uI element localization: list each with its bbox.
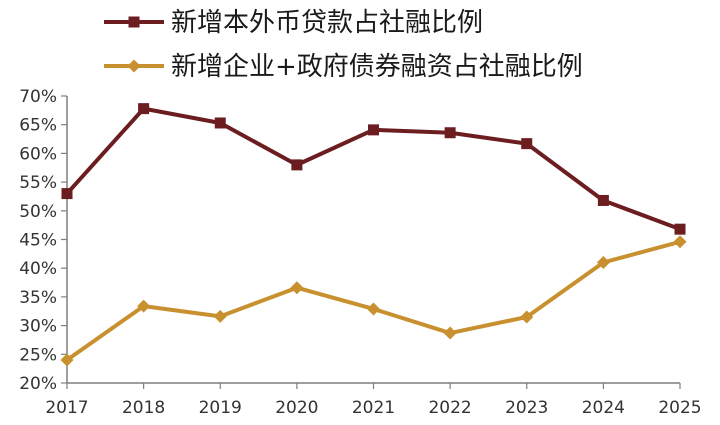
data-point (520, 310, 534, 324)
data-point (60, 353, 74, 367)
y-tick-label: 60% (19, 144, 57, 164)
data-point (521, 138, 533, 150)
data-point (443, 326, 457, 340)
x-tick-label: 2017 (45, 398, 88, 418)
data-point (673, 235, 687, 249)
data-point (444, 127, 456, 139)
y-tick-label: 40% (19, 259, 57, 279)
x-tick-label: 2022 (428, 398, 471, 418)
data-point (367, 302, 380, 316)
legend-label-2: 新增企业+政府债券融资占社融比例 (171, 52, 583, 82)
y-tick-label: 25% (19, 345, 57, 365)
data-point (596, 255, 610, 269)
x-tick-label: 2020 (275, 398, 318, 418)
series-line-2 (65, 239, 682, 363)
y-tick-label: 20% (19, 374, 57, 394)
data-point (597, 194, 609, 206)
data-point (137, 299, 151, 313)
y-tick-label: 65% (19, 116, 57, 136)
x-tick-label: 2021 (352, 398, 395, 418)
data-point (138, 103, 150, 115)
y-tick-label: 35% (19, 288, 57, 308)
legend-marker-1 (128, 16, 140, 28)
series-layer (60, 103, 687, 367)
data-point (290, 281, 304, 295)
y-tick-label: 45% (19, 231, 57, 251)
data-point (61, 188, 73, 200)
y-tick-label: 55% (19, 173, 57, 193)
legend-marker-2 (127, 59, 141, 73)
y-tick-label: 50% (19, 202, 57, 222)
data-point (214, 117, 226, 129)
x-tick-label: 2019 (199, 398, 242, 418)
data-point (291, 159, 303, 171)
x-tick-label: 2025 (658, 398, 701, 418)
legend-label-1: 新增本外币贷款占社融比例 (171, 8, 483, 38)
data-point (213, 309, 227, 323)
x-tick-label: 2024 (582, 398, 625, 418)
data-point (674, 223, 686, 235)
y-tick-label: 70% (19, 87, 57, 107)
y-tick-label: 30% (19, 317, 57, 337)
data-point (368, 124, 379, 136)
axes: 20% 25% 30% 35% 40% 45% 50% 55% 60% 65% 70% 2017 201… (19, 87, 701, 418)
x-tick-label: 2018 (122, 398, 165, 418)
x-tick-label: 2023 (505, 398, 548, 418)
